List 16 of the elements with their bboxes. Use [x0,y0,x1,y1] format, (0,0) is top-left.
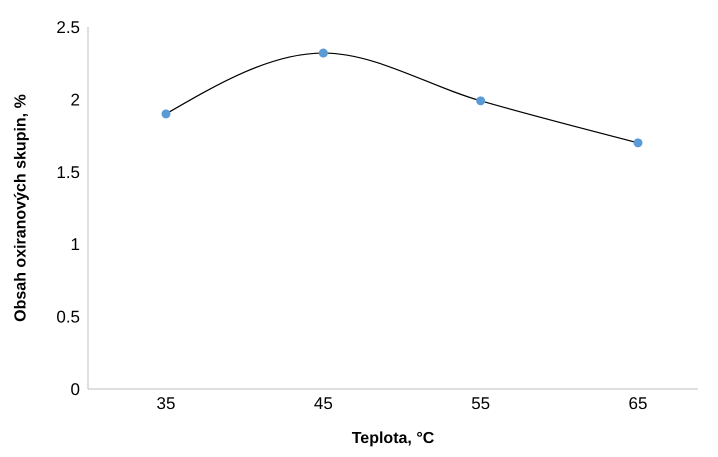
x-tick-label: 55 [471,394,490,414]
y-axis-title: Obsah oxiranových skupin, % [12,94,30,322]
y-tick-label: 1.5 [56,162,80,182]
y-tick-label: 2 [70,90,80,110]
y-tick-label: 2.5 [56,18,80,38]
point [318,48,328,58]
y-tick-label: 0.5 [56,308,80,327]
y-tick-label: 1 [70,235,80,254]
x-axis-title: Teplota, °C [352,430,435,447]
y-tick-label: 0 [70,380,80,400]
point [476,96,486,106]
x-tick-label: 45 [314,394,333,414]
point [161,109,171,118]
x-tick-label: 65 [628,394,648,414]
x-tick-label: 35 [156,394,176,414]
point [633,138,643,148]
